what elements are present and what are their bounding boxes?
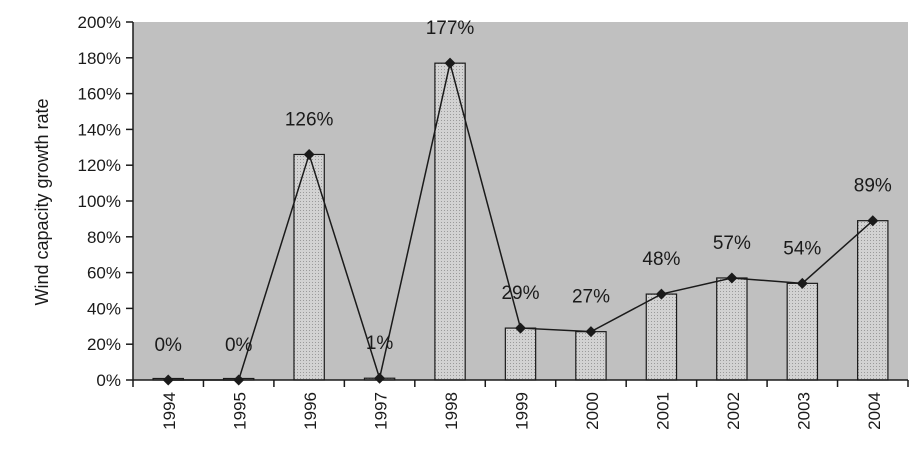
bar xyxy=(716,277,748,381)
line-marker xyxy=(444,57,456,69)
y-tick-label: 100% xyxy=(78,192,121,211)
y-tick-label: 20% xyxy=(87,335,121,354)
x-tick-label: 1998 xyxy=(442,392,461,430)
y-tick-label: 60% xyxy=(87,264,121,283)
data-label: 1% xyxy=(366,333,394,354)
line-layer xyxy=(162,57,879,386)
y-tick-label: 80% xyxy=(87,228,121,247)
data-label: 27% xyxy=(572,287,610,308)
bar xyxy=(645,293,678,381)
x-tick-label: 2004 xyxy=(865,392,884,430)
x-tick-label: 2000 xyxy=(583,392,602,430)
data-label: 89% xyxy=(854,176,892,197)
data-labels: 0% 0% 126% 1% 177% 29% 27% 48% 57% 54% 89% xyxy=(154,18,891,356)
x-tick-label: 1999 xyxy=(513,392,532,430)
line-marker xyxy=(655,288,667,300)
y-tick-label: 160% xyxy=(78,85,121,104)
data-label: 0% xyxy=(225,335,253,356)
line-marker xyxy=(726,272,738,284)
y-axis-title: Wind capacity growth rate xyxy=(32,98,52,305)
line-marker xyxy=(303,148,315,160)
x-tick-label: 2001 xyxy=(653,392,672,430)
data-label: 48% xyxy=(642,249,680,270)
data-label: 29% xyxy=(501,283,539,304)
data-label: 0% xyxy=(154,335,182,356)
data-label: 57% xyxy=(713,233,751,254)
x-tick-label: 1997 xyxy=(372,392,391,430)
bar xyxy=(857,220,889,381)
bar xyxy=(504,327,537,381)
line-marker xyxy=(796,277,808,289)
bar xyxy=(575,331,607,381)
data-label: 177% xyxy=(426,18,475,39)
line-marker xyxy=(374,372,386,384)
y-tick-label: 0% xyxy=(96,371,121,390)
data-label: 126% xyxy=(285,109,334,130)
line-marker xyxy=(515,322,526,334)
x-tick-label: 2003 xyxy=(794,392,813,430)
x-ticks: 1994 1995 1996 1997 1998 1999 2000 2001 2002 2003… xyxy=(132,380,909,430)
bar xyxy=(786,282,819,381)
y-tick-label: 120% xyxy=(78,156,121,175)
x-tick-label: 2002 xyxy=(724,392,743,430)
x-tick-label: 1994 xyxy=(160,392,179,430)
x-tick-label: 1995 xyxy=(231,392,250,430)
y-tick-label: 40% xyxy=(87,299,121,318)
y-tick-label: 200% xyxy=(78,13,121,32)
bars xyxy=(152,62,889,381)
x-tick-label: 1996 xyxy=(301,392,320,430)
y-tick-label: 180% xyxy=(78,49,121,68)
line-marker xyxy=(867,215,879,227)
data-label: 54% xyxy=(783,238,821,259)
line-marker xyxy=(585,326,597,338)
y-ticks: 0% 20% 40% 60% 80% 100% 120% 140% 160% 180% 200% xyxy=(78,13,133,390)
plot-area xyxy=(133,22,908,380)
y-tick-label: 140% xyxy=(78,120,121,139)
